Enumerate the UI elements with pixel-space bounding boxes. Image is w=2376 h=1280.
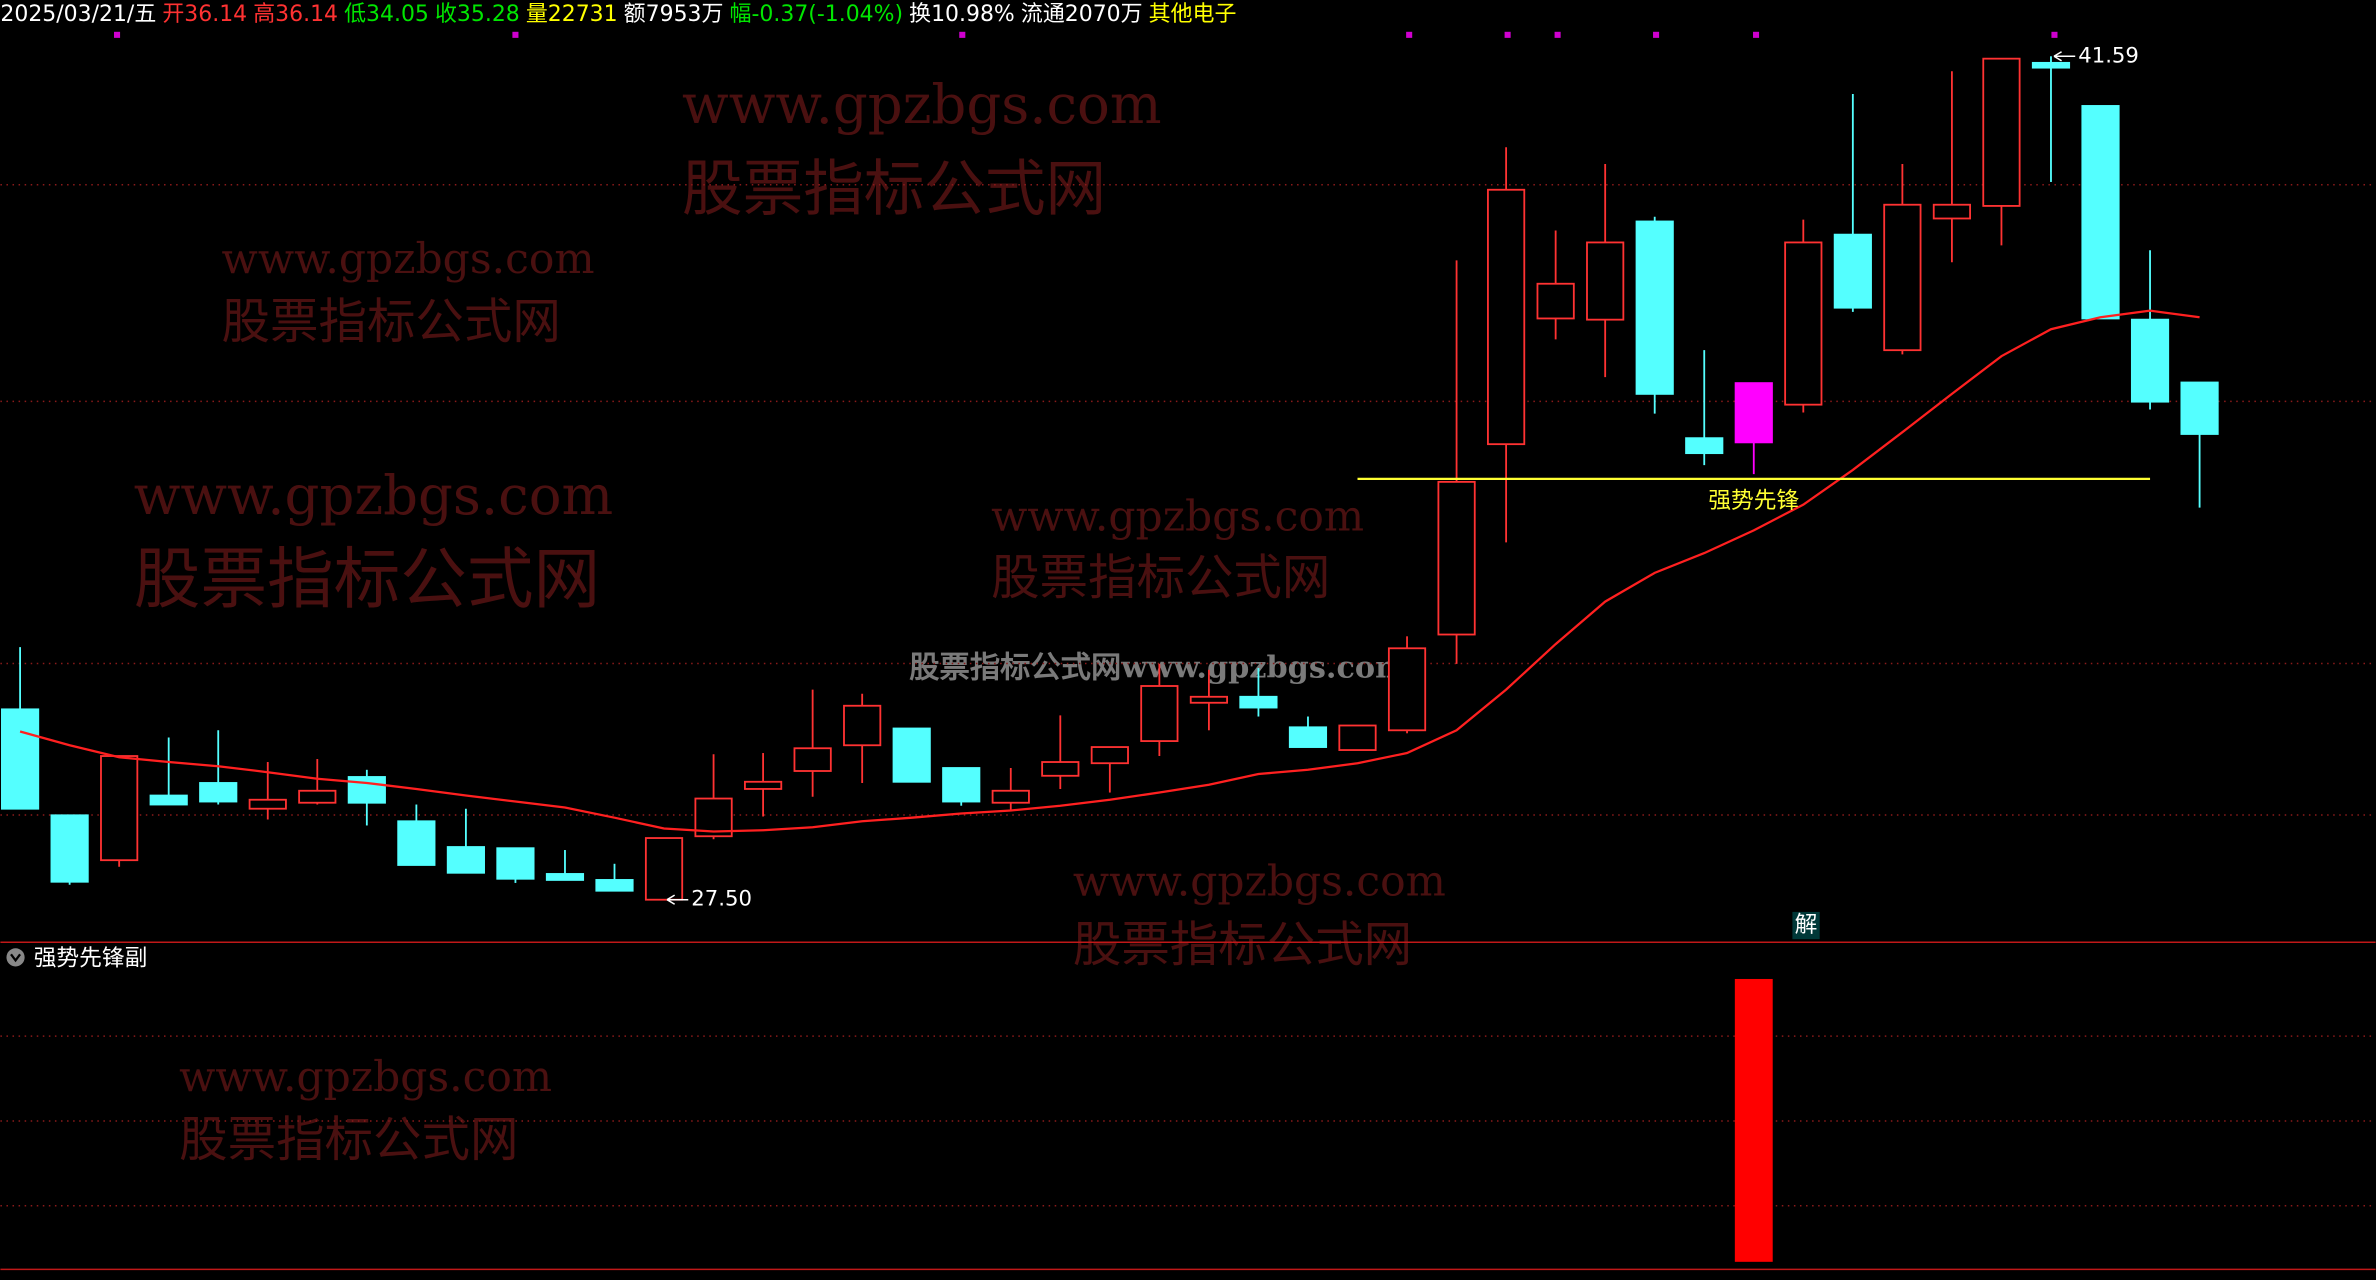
header-item: 量22731 — [526, 2, 618, 27]
candle-body — [1041, 761, 1080, 777]
candle-body — [1635, 220, 1674, 395]
dot — [512, 31, 519, 38]
watermark-url: www.gpzbgs.com — [991, 493, 1364, 542]
candle-body — [1437, 480, 1476, 636]
candle-body — [1982, 57, 2021, 207]
candle-body — [1586, 241, 1625, 321]
panel-icon — [6, 948, 25, 967]
watermark-name: 股票指标公式网 — [134, 540, 600, 618]
header-item: 低34.05 — [344, 2, 429, 27]
candle-body — [446, 846, 485, 874]
candle-body — [1487, 188, 1526, 446]
annotation-label: 27.50 — [691, 886, 752, 911]
candle-body — [793, 747, 832, 772]
candle-body — [1140, 685, 1179, 742]
header-item: 开36.14 — [162, 2, 247, 27]
candle-body — [2180, 381, 2219, 435]
header-item: 收35.28 — [435, 2, 520, 27]
watermark-name: 股票指标公式网 — [222, 294, 561, 350]
candle-body — [991, 789, 1030, 804]
dot — [1753, 31, 1760, 38]
candle-body — [496, 847, 535, 880]
watermark-url: www.gpzbgs.com — [222, 235, 595, 284]
dot — [1406, 31, 1413, 38]
icon-label[interactable]: 解 — [1795, 912, 1818, 938]
panel-icon-arrow — [10, 953, 22, 963]
ma-line — [19, 309, 2200, 833]
header-item: 额7953万 — [624, 2, 724, 27]
watermark-url: www.gpzbgs.com — [134, 463, 614, 527]
candle-body — [50, 814, 89, 883]
candle-body — [1090, 746, 1129, 765]
dot — [1554, 31, 1561, 38]
header-item: 高36.14 — [253, 2, 338, 27]
candle-body — [1734, 382, 1773, 444]
candle-body — [199, 782, 238, 803]
dot — [114, 31, 121, 38]
candle-body — [1685, 437, 1724, 455]
dot — [1504, 31, 1511, 38]
watermark-name: 股票指标公式网 — [991, 550, 1330, 606]
support-label: 强势先锋 — [1708, 488, 1799, 514]
watermark-url: www.gpzbgs.com — [1120, 651, 1407, 686]
candle-body — [892, 727, 931, 783]
candle-body — [100, 755, 139, 862]
candle-body — [2130, 318, 2170, 403]
candle-body — [2031, 61, 2071, 69]
watermarks: www.gpzbgs.com 股票指标公式网 www.gpzbgs.com 股票… — [134, 72, 1446, 1168]
candle-body — [1239, 695, 1278, 709]
candle-body — [1288, 726, 1328, 748]
annotation-label: 41.59 — [2078, 42, 2139, 67]
candle-body — [248, 798, 287, 810]
candle-body — [1189, 695, 1228, 704]
candle-body — [397, 820, 436, 866]
candle-body — [149, 794, 188, 806]
candle-body — [1, 708, 40, 810]
watermark-name: 股票指标公式网 — [909, 651, 1121, 686]
candle-body — [595, 879, 634, 892]
signal-dots — [114, 31, 2058, 38]
candle-body — [1932, 203, 1971, 220]
candle-body — [1387, 647, 1427, 732]
annotation-arrow — [2053, 51, 2076, 62]
header-item: 流通2070万 — [1021, 2, 1143, 27]
panel-title: 强势先锋副 — [34, 945, 148, 971]
watermark-url: www.gpzbgs.com — [179, 1053, 552, 1102]
header-item: 2025/03/21/五 — [0, 2, 156, 27]
icon-box[interactable] — [1792, 911, 1820, 940]
watermark-name: 股票指标公式网 — [682, 154, 1106, 224]
candle-body — [545, 873, 585, 881]
candle-body — [942, 767, 981, 803]
header-item: 其他电子 — [1149, 2, 1237, 27]
candle-body — [1883, 203, 1922, 352]
watermark-url: www.gpzbgs.com — [682, 72, 1162, 136]
header: 2025/03/21/五 开36.14 高36.14 低34.05 收35.28 量227… — [0, 2, 1236, 27]
grid — [0, 184, 2376, 1271]
candle-body — [1833, 233, 1872, 309]
signal-bar — [1734, 978, 1773, 1262]
dot — [1653, 31, 1660, 38]
header-text: 2025/03/21/五 开36.14 高36.14 低34.05 收35.28 量227… — [0, 2, 1236, 27]
candle-body — [1784, 241, 1823, 406]
header-item: 幅-0.37(-1.04%) — [730, 2, 904, 27]
candle-body — [1338, 724, 1377, 751]
header-item: 换10.98% — [909, 2, 1015, 27]
dot — [2051, 31, 2058, 38]
watermark-name: 股票指标公式网 — [1073, 917, 1412, 973]
candle-body — [744, 780, 783, 790]
watermark-url: www.gpzbgs.com — [1073, 858, 1446, 907]
candle-body — [1536, 282, 1575, 320]
annotation-arrow — [666, 894, 689, 905]
candle-body — [298, 789, 337, 804]
candle-body — [843, 704, 882, 747]
candle-body — [2081, 105, 2120, 320]
watermark-combined: 股票指标公式网www.gpzbgs.com — [909, 651, 1407, 686]
candle-body — [644, 837, 684, 901]
dot — [959, 31, 966, 38]
